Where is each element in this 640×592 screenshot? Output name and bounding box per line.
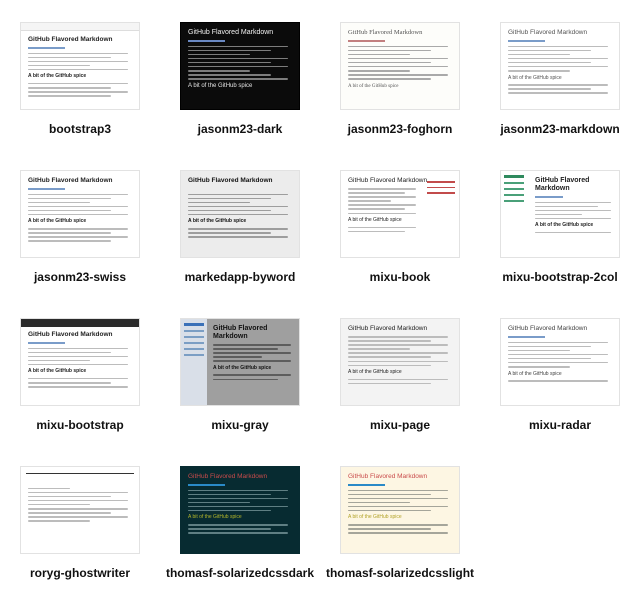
preview-title: GitHub Flavored Markdown: [213, 325, 268, 340]
theme-name: jasonm23-markdown: [500, 122, 620, 136]
theme-name: thomasf-solarizedcsslight: [325, 566, 475, 580]
navbar: [21, 319, 139, 327]
theme-card-jasonm23-markdown[interactable]: GitHub Flavored Markdown A bit of the Gi…: [480, 0, 640, 148]
preview-subtitle: A bit of the GitHub spice: [508, 370, 562, 377]
preview-title: GitHub Flavored Markdown: [188, 29, 274, 36]
preview-title: GitHub Flavored Markdown: [348, 29, 423, 36]
theme-card-jasonm23-foghorn[interactable]: GitHub Flavored Markdown A bit of the Gi…: [320, 0, 480, 148]
theme-preview[interactable]: GitHub Flavored Markdown A bit of the Gi…: [180, 318, 300, 406]
theme-preview[interactable]: GitHub Flavored Markdown A bit of the Gi…: [340, 318, 460, 406]
theme-name: bootstrap3: [48, 122, 111, 136]
preview-title: GitHub Flavored Markdown: [188, 177, 273, 184]
preview-title: GitHub Flavored Markdown: [28, 331, 113, 338]
theme-card-mixu-book[interactable]: GitHub Flavored Markdown A bit of the Gi…: [320, 148, 480, 296]
theme-card-jasonm23-dark[interactable]: GitHub Flavored Markdown A bit of the Gi…: [160, 0, 320, 148]
theme-card-roryg-ghostwriter[interactable]: roryg-ghostwriter: [0, 444, 160, 592]
preview-title: GitHub Flavored Markdown: [188, 473, 268, 480]
sidebar: [501, 171, 527, 257]
theme-card-markedapp-byword[interactable]: GitHub Flavored Markdown A bit of the Gi…: [160, 148, 320, 296]
theme-name: mixu-bootstrap: [36, 418, 124, 432]
theme-preview[interactable]: GitHub Flavored Markdown A bit of the Gi…: [500, 170, 620, 258]
theme-preview[interactable]: GitHub Flavored Markdown A bit of the Gi…: [20, 170, 140, 258]
preview-subtitle: A bit of the GitHub spice: [348, 83, 399, 89]
theme-name: mixu-bootstrap-2col: [502, 270, 618, 284]
theme-card-mixu-gray[interactable]: GitHub Flavored Markdown A bit of the Gi…: [160, 296, 320, 444]
theme-name: jasonm23-swiss: [33, 270, 127, 284]
theme-name: jasonm23-foghorn: [347, 122, 453, 136]
preview-subtitle: A bit of the GitHub spice: [348, 514, 402, 521]
theme-card-thomasf-solarizedcsslight[interactable]: GitHub Flavored Markdown A bit of the Gi…: [320, 444, 480, 592]
theme-preview[interactable]: GitHub Flavored Markdown A bit of the Gi…: [180, 466, 300, 554]
preview-title: GitHub Flavored Markdown: [28, 36, 113, 43]
preview-subtitle: A bit of the GitHub spice: [28, 368, 87, 375]
theme-preview[interactable]: GitHub Flavored Markdown A bit of the Gi…: [500, 318, 620, 406]
preview-subtitle: A bit of the GitHub spice: [348, 369, 402, 376]
preview-subtitle: A bit of the GitHub spice: [508, 74, 562, 81]
preview-title: GitHub Flavored Markdown: [28, 177, 113, 184]
theme-preview[interactable]: GitHub Flavored Markdown A bit of the Gi…: [180, 22, 300, 110]
preview-title: GitHub Flavored Markdown: [508, 325, 588, 332]
theme-name: mixu-gray: [211, 418, 269, 432]
theme-card-mixu-page[interactable]: GitHub Flavored Markdown A bit of the Gi…: [320, 296, 480, 444]
preview-subtitle: A bit of the GitHub spice: [188, 218, 247, 225]
theme-name: mixu-page: [369, 418, 430, 432]
chapter-nav: [427, 177, 455, 198]
preview-subtitle: A bit of the GitHub spice: [348, 217, 402, 224]
preview-title: GitHub Flavored Markdown: [348, 325, 428, 332]
navbar: [21, 23, 139, 31]
theme-preview[interactable]: GitHub Flavored Markdown A bit of the Gi…: [340, 22, 460, 110]
theme-preview[interactable]: [20, 466, 140, 554]
top-rule: [26, 473, 134, 474]
theme-card-mixu-bootstrap[interactable]: GitHub Flavored Markdown A bit of the Gi…: [0, 296, 160, 444]
preview-title: GitHub Flavored Markdown: [348, 177, 428, 184]
preview-title: GitHub Flavored Markdown: [508, 29, 588, 36]
preview-subtitle: A bit of the GitHub spice: [188, 514, 242, 521]
preview-subtitle: A bit of the GitHub spice: [535, 222, 594, 229]
theme-name: roryg-ghostwriter: [29, 566, 130, 580]
preview-subtitle: A bit of the GitHub spice: [28, 73, 87, 80]
theme-name: mixu-radar: [528, 418, 592, 432]
theme-name: thomasf-solarizedcssdark: [165, 566, 315, 580]
theme-preview[interactable]: GitHub Flavored Markdown A bit of the Gi…: [20, 318, 140, 406]
theme-preview[interactable]: GitHub Flavored Markdown A bit of the Gi…: [340, 170, 460, 258]
sidebar: [181, 319, 207, 405]
theme-preview[interactable]: GitHub Flavored Markdown A bit of the Gi…: [500, 22, 620, 110]
preview-subtitle: A bit of the GitHub spice: [188, 82, 253, 89]
theme-name: markedapp-byword: [184, 270, 296, 284]
theme-name: jasonm23-dark: [197, 122, 283, 136]
preview-title: GitHub Flavored Markdown: [348, 473, 428, 480]
theme-name: mixu-book: [369, 270, 431, 284]
theme-card-thomasf-solarizedcssdark[interactable]: GitHub Flavored Markdown A bit of the Gi…: [160, 444, 320, 592]
theme-card-mixu-bootstrap-2col[interactable]: GitHub Flavored Markdown A bit of the Gi…: [480, 148, 640, 296]
preview-subtitle: A bit of the GitHub spice: [213, 364, 272, 371]
theme-preview[interactable]: GitHub Flavored Markdown A bit of the Gi…: [340, 466, 460, 554]
theme-card-bootstrap3[interactable]: GitHub Flavored Markdown A bit of the Gi…: [0, 0, 160, 148]
theme-preview[interactable]: GitHub Flavored Markdown A bit of the Gi…: [180, 170, 300, 258]
theme-card-jasonm23-swiss[interactable]: GitHub Flavored Markdown A bit of the Gi…: [0, 148, 160, 296]
preview-subtitle: A bit of the GitHub spice: [28, 218, 87, 225]
theme-card-mixu-radar[interactable]: GitHub Flavored Markdown A bit of the Gi…: [480, 296, 640, 444]
theme-preview[interactable]: GitHub Flavored Markdown A bit of the Gi…: [20, 22, 140, 110]
preview-title: GitHub Flavored Markdown: [535, 177, 590, 192]
